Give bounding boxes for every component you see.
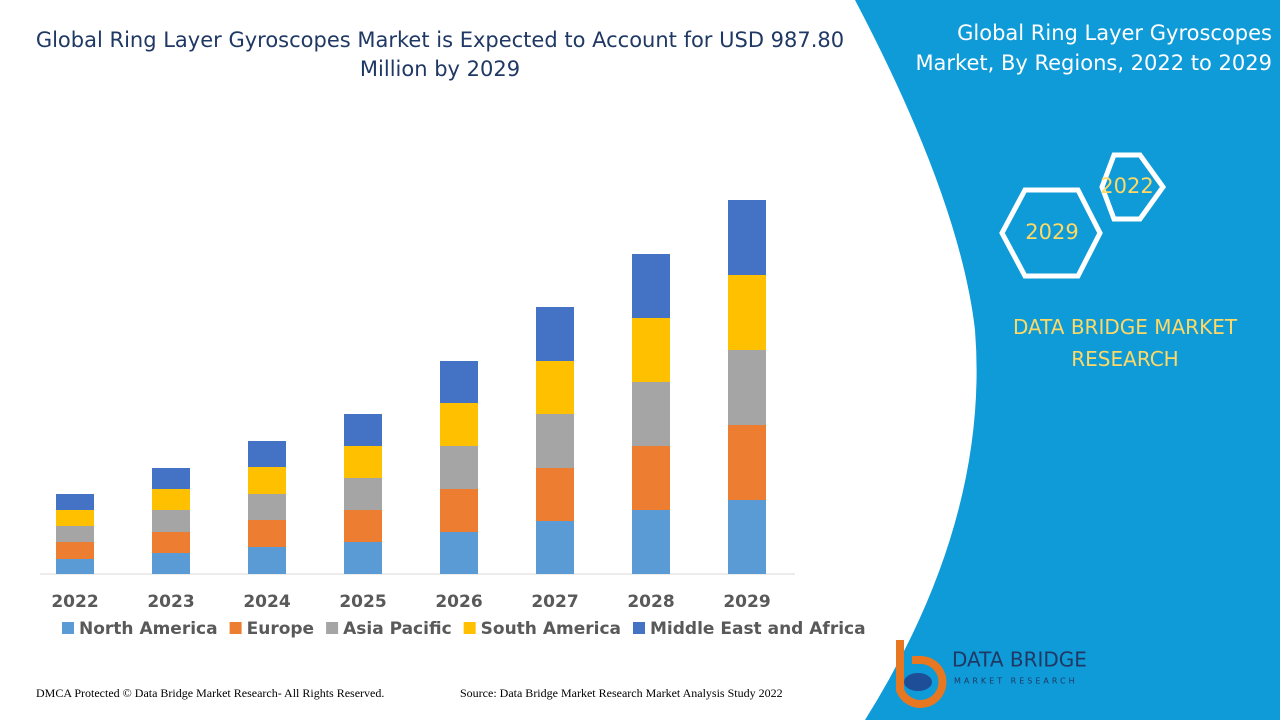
chart-title: Global Ring Layer Gyroscopes Market is E… [35,28,845,81]
legend-swatch [633,622,645,634]
bar-segment [248,467,286,494]
bar-segment [344,446,382,478]
logo-icon [896,640,947,708]
logo-tagline: MARKET RESEARCH [954,677,1078,686]
bar-segment [440,489,478,532]
x-tick-label: 2022 [51,592,98,612]
bar-segment [344,414,382,446]
bar-segment [248,547,286,574]
bar-segment [152,510,190,532]
bar-segment [248,441,286,467]
bar-segment [248,494,286,520]
bar-segment [440,446,478,489]
bar-segment [440,532,478,574]
logo: DATA BRIDGE MARKET RESEARCH [896,640,1087,708]
copyright: DMCA Protected © Data Bridge Market Rese… [36,686,385,700]
legend-swatch [62,622,74,634]
logo-name: DATA BRIDGE [952,648,1087,672]
bar-segment [728,200,766,275]
legend-label: South America [481,619,621,639]
bar-segment [56,494,94,510]
bar-segment [632,382,670,446]
x-tick-label: 2025 [339,592,386,612]
hexagon-label: 2022 [1100,174,1153,198]
bar-segment [728,350,766,425]
bar-segment [440,361,478,403]
bar-segment [344,510,382,542]
bar-segment [536,361,574,414]
legend-label: Middle East and Africa [650,619,866,639]
bar-segment [536,468,574,521]
bar-segment [728,500,766,574]
bar-segment [632,254,670,318]
side-title: Global Ring Layer Gyroscopes Market, By … [915,21,1272,75]
bar-segment [248,520,286,547]
legend-swatch [463,622,476,634]
bar-segment [344,542,382,574]
legend-label: Asia Pacific [343,619,452,639]
hexagon-label: 2029 [1025,220,1078,244]
hexagon [1099,152,1167,222]
legend-swatch [326,622,339,634]
legend-label: Europe [247,619,314,639]
bar-segment [536,414,574,468]
bar-segment [152,532,190,553]
x-tick-label: 2026 [435,592,482,612]
x-tick-label: 2023 [147,592,194,612]
legend-swatch [229,622,242,634]
hexagon [999,187,1103,279]
x-tick-label: 2024 [243,592,290,612]
bar-segment [56,559,94,574]
x-tick-label: 2029 [723,592,770,612]
bar-segment [152,468,190,489]
bar-segment [152,553,190,574]
bar-segment [344,478,382,510]
bar-segment [536,307,574,361]
brand: DATA BRIDGE MARKET RESEARCH [1012,315,1238,371]
bar-segment [56,542,94,559]
x-tick-label: 2028 [627,592,674,612]
side-panel-bg [855,0,1280,720]
legend-label: North America [79,619,218,639]
bar-segment [440,403,478,446]
x-tick-label: 2027 [531,592,578,612]
bar-segment [536,521,574,574]
bar-segment [728,275,766,350]
bar-segment [632,318,670,382]
bar-segment [632,510,670,574]
source: Source: Data Bridge Market Research Mark… [460,686,783,700]
bar-segment [56,510,94,526]
bar-segment [728,425,766,500]
bar-segment [56,526,94,542]
bar-segment [632,446,670,510]
logo-icon [904,673,932,691]
bar-segment [152,489,190,510]
